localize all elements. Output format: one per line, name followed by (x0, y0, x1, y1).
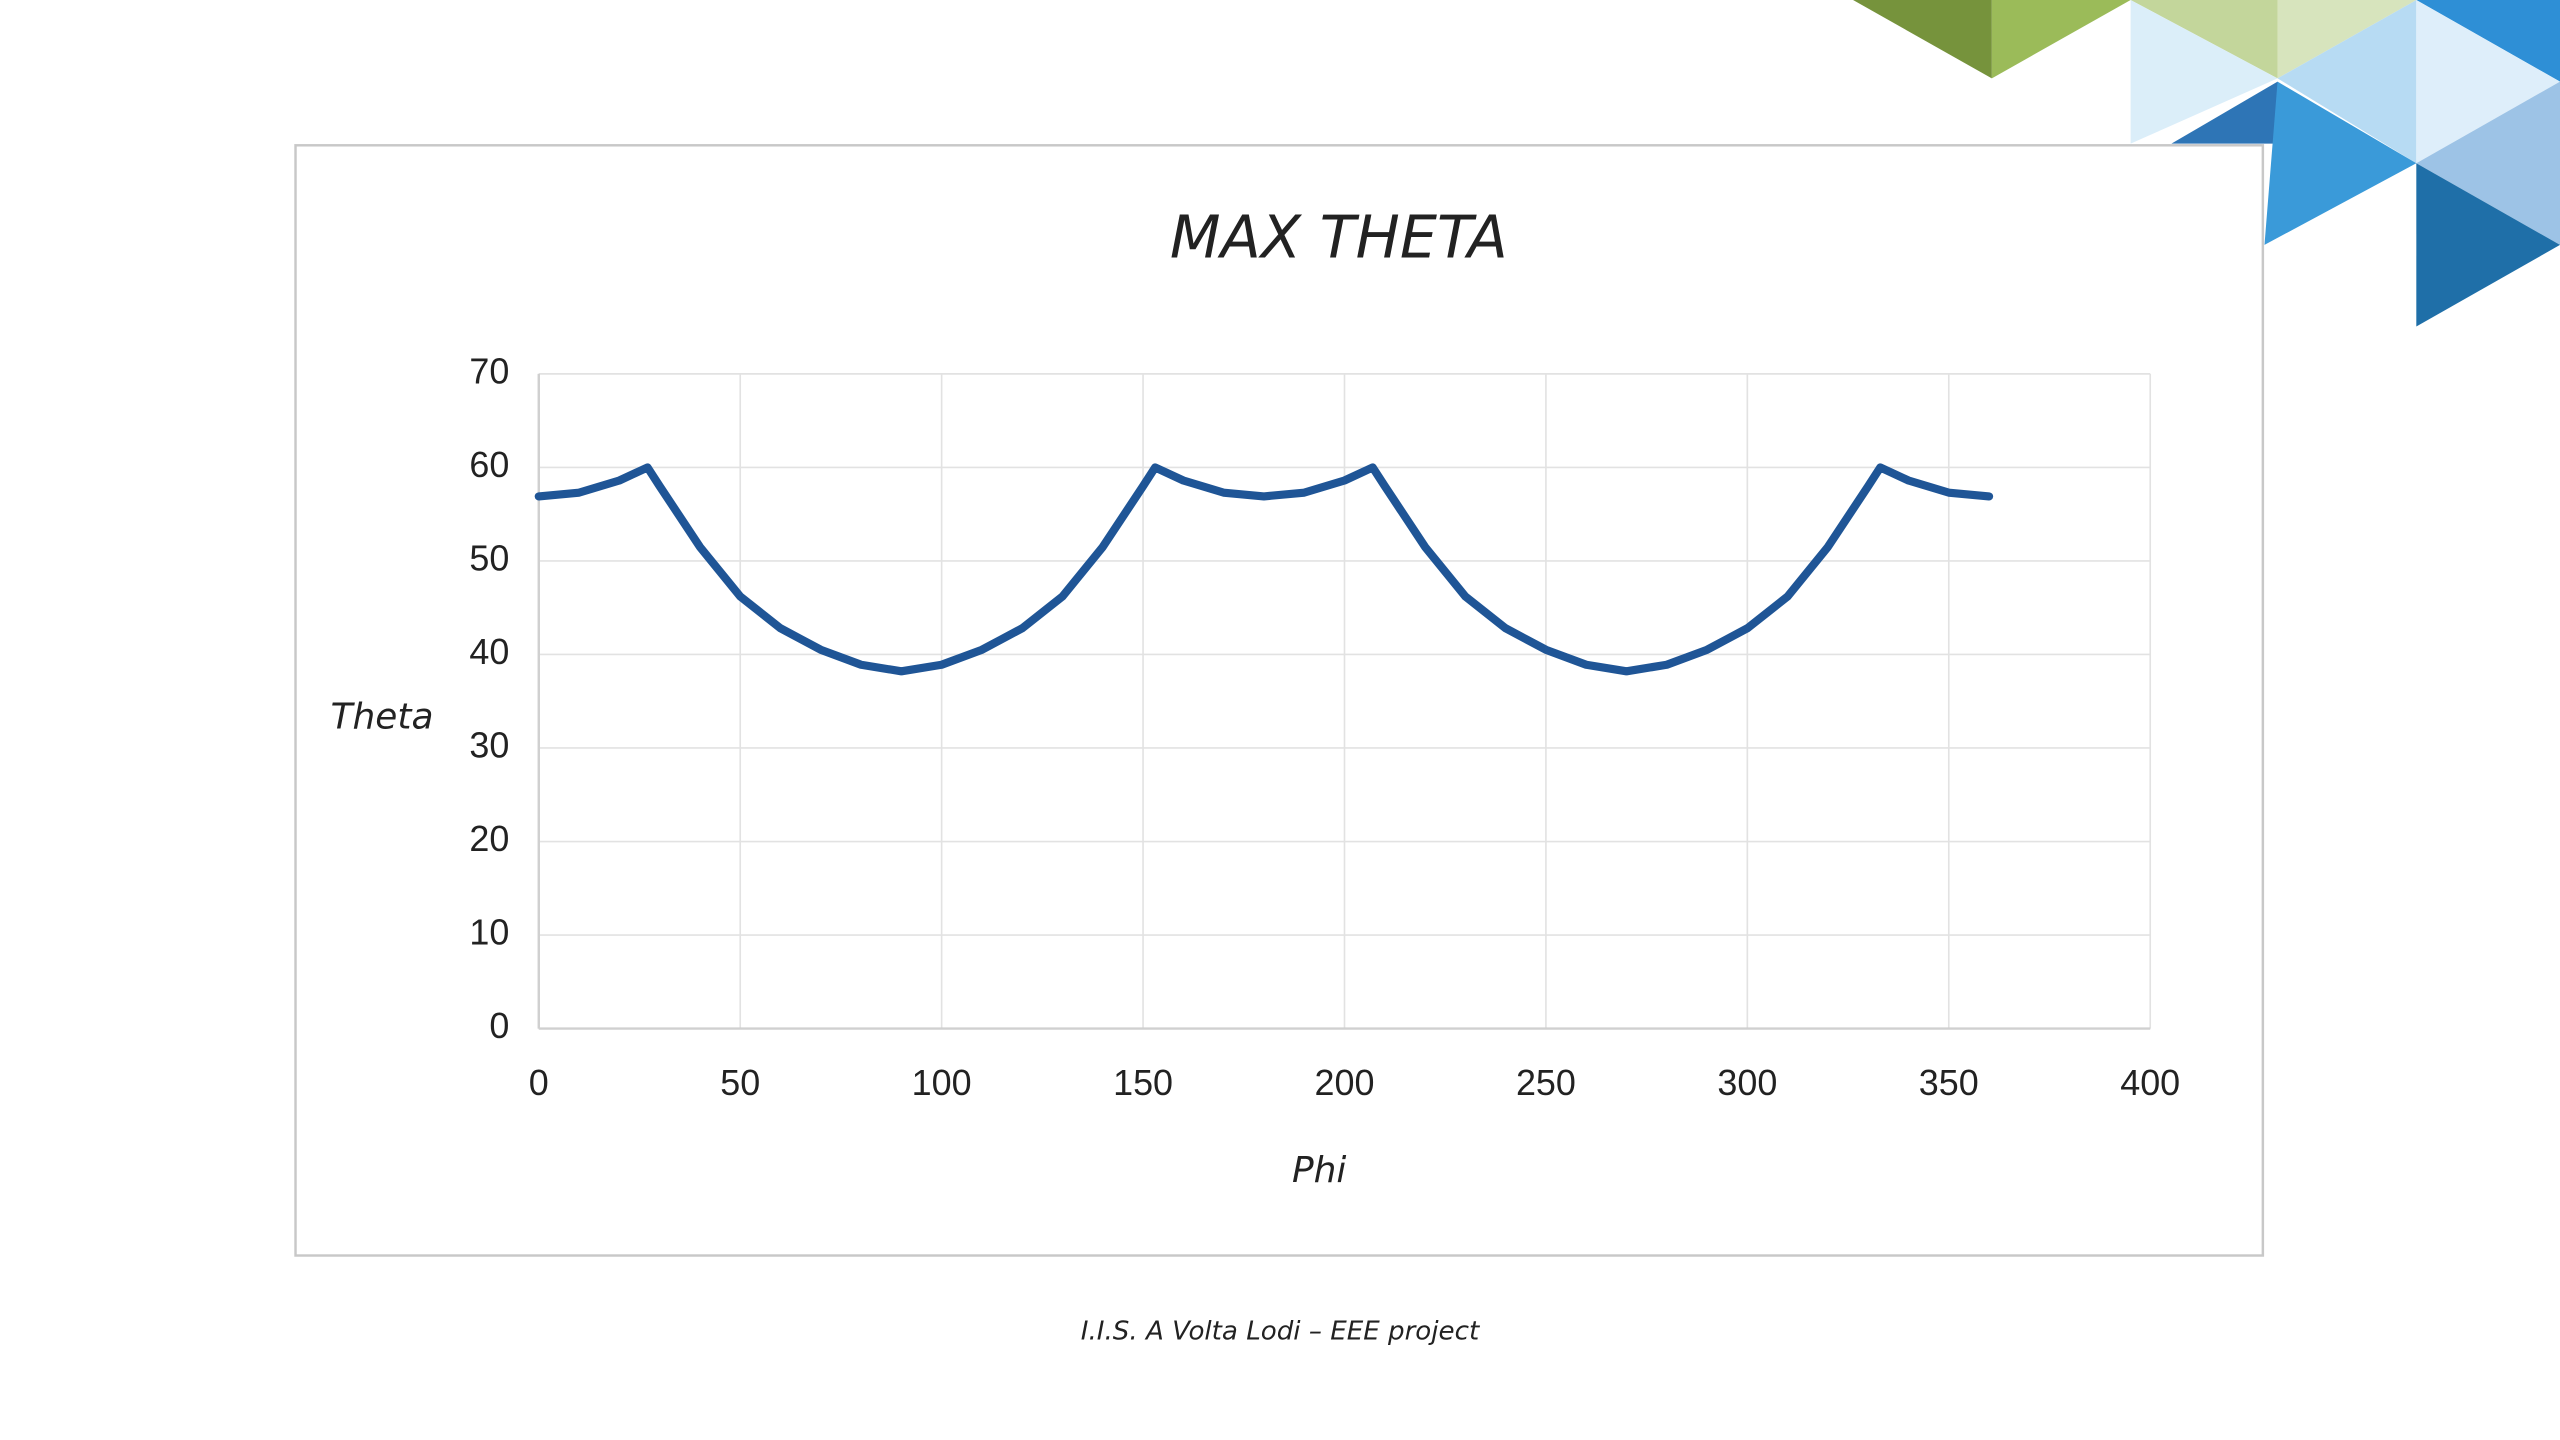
x-axis-label: Phi (1292, 1150, 1346, 1191)
chart-title: MAX THETA (1170, 203, 1508, 272)
y-tick-label: 30 (469, 724, 509, 765)
y-tick-label: 20 (469, 818, 509, 859)
x-tick-label: 400 (2120, 1062, 2180, 1103)
x-tick-label: 150 (1113, 1062, 1173, 1103)
y-axis-label: Theta (331, 696, 434, 737)
x-tick-label: 300 (1717, 1062, 1777, 1103)
y-tick-label: 10 (469, 912, 509, 953)
y-tick-label: 50 (469, 537, 509, 578)
chart-frame (294, 144, 2265, 1257)
x-tick-label: 250 (1516, 1062, 1576, 1103)
x-tick-label: 0 (529, 1062, 549, 1103)
y-tick-label: 0 (489, 1005, 509, 1046)
x-tick-label: 50 (720, 1062, 760, 1103)
y-tick-label: 40 (469, 631, 509, 672)
footer: I.I.S. A Volta Lodi – EEE project (1081, 1317, 1481, 1347)
line (534, 463, 1994, 676)
x-tick-label: 350 (1919, 1062, 1979, 1103)
y-tick-label: 60 (469, 444, 509, 485)
x-tick-label: 200 (1315, 1062, 1375, 1103)
decoration (1853, 0, 2560, 327)
x-tick-label: 100 (912, 1062, 972, 1103)
y-tick-label: 70 (469, 350, 509, 391)
